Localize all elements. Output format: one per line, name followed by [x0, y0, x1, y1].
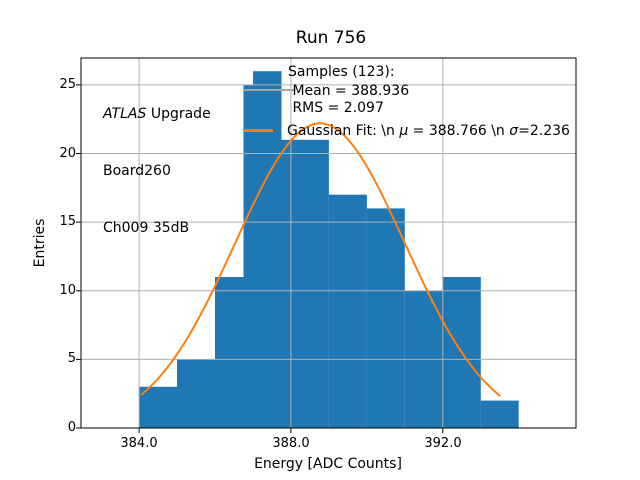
x-tick-label: 388.0 [272, 436, 310, 451]
annotation-line-3: Ch009 35dB [103, 220, 190, 236]
histogram-bar [328, 194, 367, 428]
histogram-bar [177, 359, 215, 428]
mu-symbol: μ [399, 123, 409, 139]
gaussian-curve [140, 122, 501, 397]
histogram-bar [243, 84, 253, 429]
legend-samples-title: Samples (123): [288, 64, 395, 80]
legend-samples-handle [243, 89, 294, 91]
legend-samples-mean: Mean = 388.936 [288, 83, 410, 99]
y-tick-label: 5 [67, 351, 76, 366]
x-tick-label: 384.0 [120, 436, 158, 451]
chart-title: Run 756 [295, 28, 367, 48]
sigma-symbol: σ [509, 123, 519, 139]
annotation-block: ATLAS Upgrade Board260 Ch009 35dB [103, 67, 211, 276]
legend-samples-rms: RMS = 2.097 [288, 100, 384, 116]
axes-frame [80, 57, 577, 429]
histogram-bar [215, 277, 244, 428]
tick-marks [76, 84, 444, 433]
x-tick-label: 392.0 [424, 436, 462, 451]
y-tick-label: 0 [67, 420, 76, 435]
x-axis-label: Energy [ADC Counts] [254, 456, 402, 472]
histogram-bar [480, 400, 519, 428]
y-tick-label: 20 [59, 146, 76, 161]
histogram-bar [366, 208, 405, 428]
annotation-line-2: Board260 [103, 163, 171, 179]
histogram-bar [253, 71, 282, 428]
legend-gaussian-handle [243, 129, 273, 132]
atlas-label: ATLAS [103, 106, 147, 122]
y-tick-label: 15 [59, 214, 76, 229]
y-tick-label: 25 [59, 77, 76, 92]
legend-gaussian-label: Gaussian Fit: \n μ = 388.766 \n σ=2.236 [287, 123, 570, 139]
histogram-bar [281, 139, 329, 429]
y-tick-label: 10 [59, 283, 76, 298]
annotation-line-1: ATLAS Upgrade [103, 106, 211, 122]
histogram-bar [139, 386, 178, 428]
gridlines [81, 58, 576, 428]
